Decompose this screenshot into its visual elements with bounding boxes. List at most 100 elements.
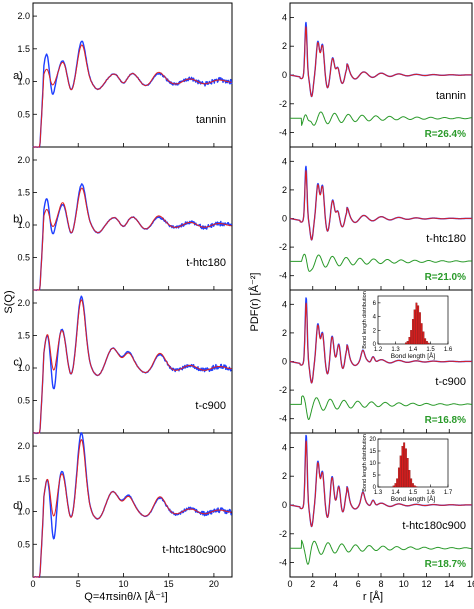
panel-2-pdf-name: t-htc180 [426, 233, 466, 245]
panel-4-hist-bar [409, 470, 411, 487]
panel-3-hist-ylabel: Bond length distribution [362, 291, 368, 348]
panel-2-pdf-ytick-label: 4 [282, 156, 287, 166]
panel-3-r-factor: R=16.8% [425, 415, 467, 426]
panel-2-pdf-difference-line [290, 254, 472, 271]
panel-4-hist-xlabel: Bond length [Å] [391, 494, 436, 503]
panel-4-sq-xtick-label: 20 [209, 579, 219, 589]
panel-4-pdf-xtick-label: 8 [378, 579, 383, 589]
panel-1-sq-ytick-label: 2.0 [17, 11, 30, 21]
panel-4-hist-ytick-label: 20 [369, 437, 376, 443]
panel-2-pdf-ytick-label: -2 [279, 242, 287, 252]
panel-1-pdf-ytick-label: 0 [282, 70, 287, 80]
panel-1-sq-model-line [33, 45, 232, 147]
panel-4-hist-ytick-label: 15 [369, 449, 376, 455]
panel-4-sq-xtick-label: 0 [30, 579, 35, 589]
panel-2-r-factor: R=21.0% [425, 272, 467, 283]
panel-4-sq-xtick-label: 10 [118, 579, 128, 589]
panel-3-hist-bar [424, 339, 426, 344]
left-xlabel: Q=4πsinθ/λ [Å⁻¹] [84, 590, 167, 603]
panel-3-sq-name: t-c900 [195, 400, 226, 412]
panel-4-hist-bar [396, 479, 398, 487]
panel-4-pdf-xtick-label: 0 [287, 579, 292, 589]
panel-4-hist-bar [412, 483, 414, 487]
panel-4-pdf-ytick-label: 4 [282, 442, 287, 452]
panel-3-hist-bar [423, 332, 425, 344]
panel-4-hist-bar [414, 486, 416, 487]
panel-2-sq-name: t-htc180 [186, 257, 226, 269]
panel-3-sq-ytick-label: 1.5 [17, 331, 30, 341]
panel-3-sq-experiment-line [33, 296, 232, 433]
left-ylabel: S(Q) [3, 290, 15, 313]
panel-4-hist-bar [402, 446, 404, 487]
panel-4-pdf-ytick-label: 2 [282, 471, 287, 481]
panel-3-hist-bar [407, 341, 409, 344]
panel-3-hist-bar [426, 341, 428, 344]
panel-1-pdf-ytick-label: 4 [282, 12, 287, 22]
panel-3-hist-bar [412, 319, 414, 344]
right-ylabel: PDF(r) [Å⁻²] [248, 273, 261, 332]
panel-4-pdf-xtick-label: 12 [421, 579, 431, 589]
panel-3-hist-xlabel: Bond length [Å] [391, 351, 436, 360]
panel-3-hist-ytick-label: 2 [373, 328, 377, 334]
panel-4-hist-ytick-label: 5 [373, 473, 377, 479]
panel-3-pdf-ytick-label: -2 [279, 385, 287, 395]
panel-3-hist-bar [419, 312, 421, 344]
panel-4-hist-bar [400, 456, 402, 487]
panel-2-pdf-ytick-label: 0 [282, 214, 287, 224]
panel-2-sq-model-line [33, 188, 232, 290]
panel-1-sq-name: tannin [196, 114, 226, 126]
panel-4-sq-ytick-label: 0.5 [17, 539, 30, 549]
panel-1-pdf-ytick-label: -2 [279, 99, 287, 109]
panel-4-hist-ytick-label: 10 [369, 461, 376, 467]
panel-1-r-factor: R=26.4% [425, 129, 467, 140]
panel-3-hist-bar [410, 330, 412, 344]
panel-3-hist-bar [421, 323, 423, 344]
panel-4-hist-bar [395, 483, 397, 487]
panel-4-sq-xtick-label: 15 [164, 579, 174, 589]
panel-3-pdf-ytick-label: 2 [282, 328, 287, 338]
panel-3-hist-bar [414, 310, 416, 344]
panel-3-sq-ytick-label: 0.5 [17, 396, 30, 406]
panel-1-pdf-difference-line [290, 112, 472, 125]
panel-1-pdf-model-line [290, 27, 472, 97]
panel-2-sq-ytick-label: 0.5 [17, 253, 30, 263]
panel-1-row-label: a) [13, 70, 23, 82]
panel-3-hist-bar [417, 306, 419, 344]
panel-4-hist-xtick-label: 1.7 [444, 490, 453, 496]
panel-3-hist-xtick-label: 1.6 [444, 347, 453, 353]
panel-1-sq-ytick-label: 1.5 [17, 44, 30, 54]
panel-1-pdf-experiment-line [290, 23, 472, 97]
panel-4-sq-xtick-label: 5 [76, 579, 81, 589]
panel-3-pdf-ytick-label: 4 [282, 299, 287, 309]
panel-2-sq-ytick-label: 1.5 [17, 188, 30, 198]
panel-1-pdf-ytick-label: -4 [279, 128, 287, 138]
panel-1-pdf-ytick-label: 2 [282, 41, 287, 51]
panel-4-pdf-xtick-label: 14 [444, 579, 454, 589]
panel-4-sq-ytick-label: 2.0 [17, 441, 30, 451]
panel-1-pdf-name: tannin [436, 90, 466, 102]
panel-4-pdf-xtick-label: 16 [467, 579, 474, 589]
panel-2-pdf-experiment-line [290, 166, 472, 240]
panel-2-pdf-ytick-label: 2 [282, 185, 287, 195]
panel-3-sq-model-line [33, 300, 232, 433]
panel-3-hist-ytick-label: 6 [373, 301, 377, 307]
panel-4-hist-bar [403, 443, 405, 487]
panel-2-pdf-ytick-label: -4 [279, 271, 287, 281]
panel-1-sq-experiment-line [33, 41, 232, 147]
panel-2-sq-experiment-line [33, 184, 232, 291]
panel-3-pdf-ytick-label: 0 [282, 357, 287, 367]
panel-4-pdf-xtick-label: 6 [356, 579, 361, 589]
panel-3-hist-bar [428, 343, 430, 344]
panel-4-hist-bar [405, 449, 407, 487]
panel-4-row-label: d) [13, 500, 23, 512]
panel-3-hist-bar [409, 337, 411, 344]
panel-4-sq-model-line [33, 440, 232, 577]
panel-1-sq-ytick-label: 0.5 [17, 109, 30, 119]
panel-3-row-label: c) [13, 357, 22, 369]
panel-4-sq-name: t-htc180c900 [162, 544, 226, 556]
panel-4-pdf-ytick-label: 0 [282, 500, 287, 510]
panel-3-pdf-name: t-c900 [435, 376, 466, 388]
panel-4-hist-bar [398, 468, 400, 487]
panel-3-hist-bar [405, 343, 407, 344]
